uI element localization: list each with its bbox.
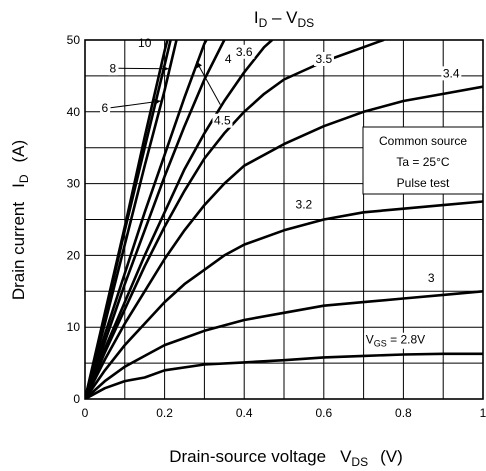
curve-labels-group: 10 8 6 4 4.5 3.6 3.5 3.4 3.2 3 VGS = 2.8V (100, 36, 462, 349)
x-axis-title: Drain-source voltage VDS (V) (169, 447, 403, 469)
x-tick-label: 0.8 (395, 406, 412, 420)
curve-label-bg (364, 332, 427, 349)
curve-label-bg (223, 51, 234, 66)
y-tick-label: 40 (67, 105, 81, 119)
curve-vgs-3-2 (85, 200, 483, 399)
curve-label-bg (313, 51, 334, 66)
y-tick-label: 0 (73, 392, 80, 406)
legend-line-2: Ta = 25°C (396, 155, 449, 169)
x-tick-label: 1 (480, 406, 486, 420)
curve-label-bg (108, 61, 119, 76)
curve-label: 3 (428, 271, 435, 285)
y-tick-label: 10 (67, 320, 81, 334)
curve-vgs-3-6 (85, 40, 274, 399)
curve-label-bg (234, 44, 255, 59)
x-tick-label: 0 (82, 406, 89, 420)
x-tick-label: 0.6 (315, 406, 332, 420)
leader-arrowhead (154, 98, 161, 105)
leader-arrowhead (162, 65, 169, 72)
y-tick-label: 20 (67, 248, 81, 262)
legend-box (362, 126, 484, 195)
curve-label: 3.5 (315, 52, 332, 66)
curve-label: 3.6 (236, 45, 253, 59)
label-leader-line (110, 100, 161, 109)
curve-label-bg (294, 197, 315, 212)
curve-vgs-6 (85, 40, 178, 399)
y-tick-label: 30 (67, 177, 81, 191)
curve-label: 3.2 (296, 198, 313, 212)
legend: Common source Ta = 25°C Pulse test (362, 126, 484, 195)
curve-label-bg (212, 113, 233, 128)
curve-label-bg (426, 270, 437, 285)
plot-frame (84, 39, 484, 400)
legend-line-1: Common source (379, 134, 467, 148)
curve-vgs-3-4 (85, 85, 483, 399)
label-leaders (110, 61, 221, 109)
curve-label: 4.5 (214, 114, 231, 128)
curve-label-vgs: VGS = 2.8V (366, 333, 425, 349)
curve-label: 8 (110, 61, 117, 75)
curve-label-bg (100, 100, 111, 115)
curve-vgs-8 (85, 40, 172, 399)
curve-label: 10 (138, 36, 152, 50)
x-tick-label: 0.4 (236, 406, 253, 420)
curve-vgs-3 (85, 290, 483, 399)
y-tick-label: 50 (67, 33, 81, 47)
legend-line-3: Pulse test (397, 176, 450, 190)
leader-arrowhead (196, 61, 202, 69)
label-leader-line (196, 61, 221, 105)
curve-label: 3.4 (443, 66, 460, 80)
curve-vgs-4 (85, 40, 226, 399)
curve-vgs-4-5 (85, 40, 208, 399)
y-axis-title: Drain currentID(A) (9, 140, 31, 300)
x-tick-label: 0.2 (156, 406, 173, 420)
chart-title: ID – VDS (254, 8, 314, 30)
curve-vgs-2-8 (85, 352, 483, 399)
curve-label: 6 (102, 101, 109, 115)
curve-label-bg (441, 66, 462, 81)
curve-label: 4 (225, 52, 232, 66)
